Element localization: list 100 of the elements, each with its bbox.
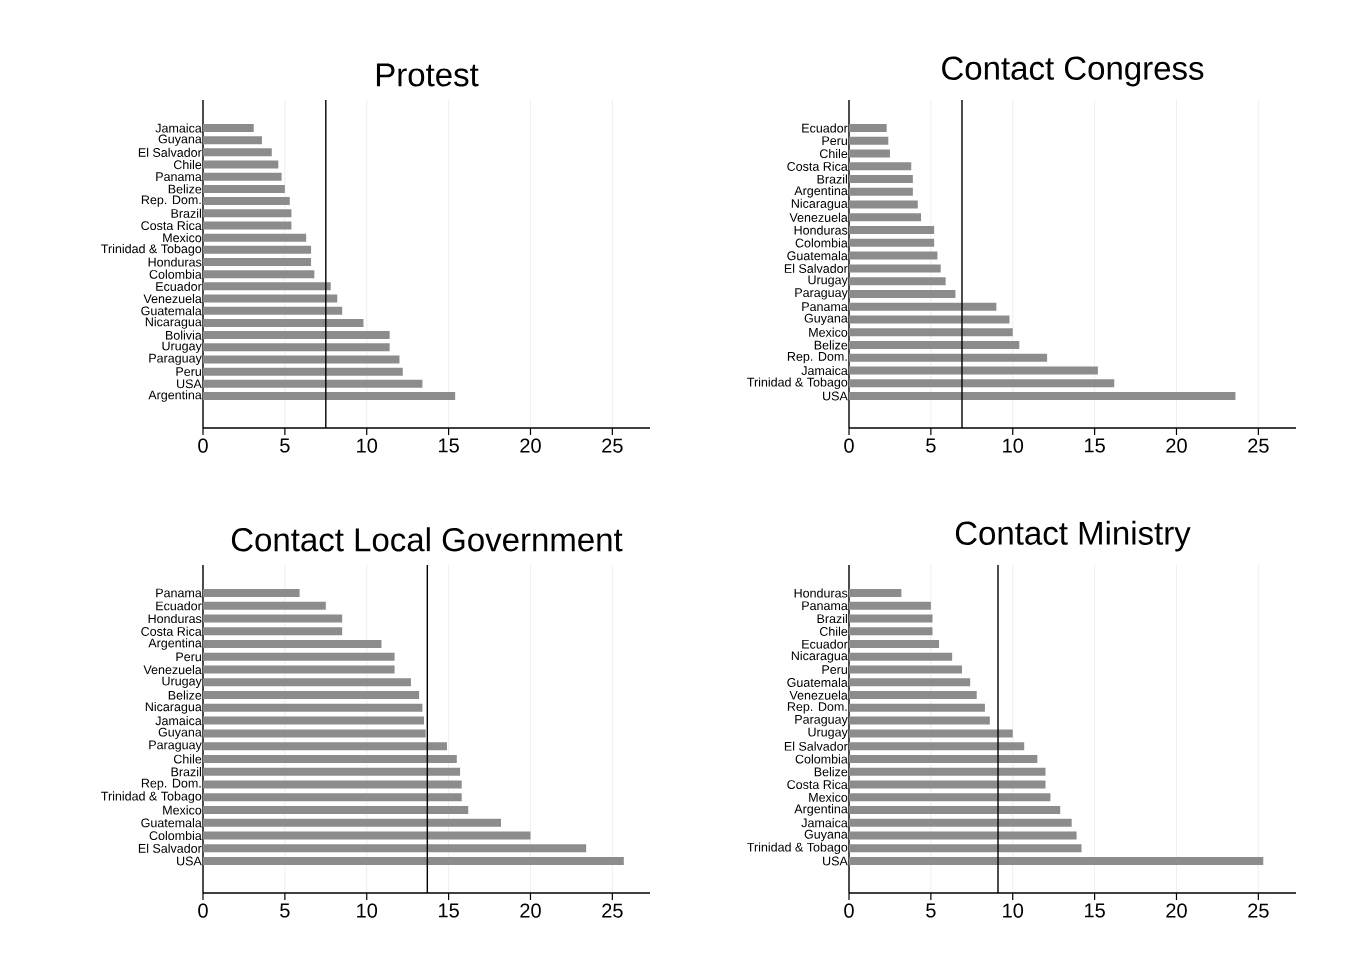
- y-tick-label: Paraguay: [795, 288, 848, 300]
- y-tick-label: Chile: [819, 626, 848, 636]
- bar: [203, 818, 501, 827]
- y-tick-label: Guatemala: [787, 677, 848, 687]
- bar: [203, 703, 423, 712]
- y-tick-label: Ecuador: [156, 281, 202, 291]
- bar: [203, 640, 382, 649]
- bar: [203, 318, 364, 327]
- bar: [849, 601, 931, 610]
- x-tick-label: 5: [926, 438, 936, 453]
- bar: [203, 221, 292, 230]
- bar: [203, 355, 400, 364]
- bar: [203, 601, 326, 610]
- y-tick-label: Colombia: [149, 269, 202, 279]
- y-tick-label: Rep. Dom.: [787, 702, 847, 714]
- bar: [203, 793, 462, 802]
- y-tick-label: Venezuela: [143, 293, 202, 304]
- x-tick-label: 25: [1248, 903, 1269, 918]
- bar: [849, 251, 938, 260]
- bar: [203, 172, 282, 181]
- bar: [203, 367, 403, 376]
- x-tick-label: 0: [844, 438, 854, 453]
- bar: [203, 233, 307, 242]
- bar: [203, 197, 290, 206]
- bar: [849, 780, 1046, 789]
- y-tick-label: Guyana: [804, 829, 848, 842]
- x-tick-label: 10: [357, 903, 378, 918]
- bar: [203, 729, 426, 738]
- bar: [203, 844, 587, 853]
- y-tick-label: El Salvador: [138, 147, 202, 157]
- chart-title: Contact Congress: [942, 56, 1204, 87]
- bar: [203, 258, 312, 266]
- bar: [203, 780, 462, 789]
- y-tick-label: Panama: [802, 302, 848, 312]
- bar: [203, 831, 531, 840]
- bar: [849, 703, 985, 712]
- y-tick-label: Costa Rica: [787, 779, 848, 790]
- bar: [849, 162, 912, 171]
- y-tick-label: Honduras: [794, 588, 848, 598]
- bar: [203, 184, 285, 193]
- bar: [849, 831, 1077, 840]
- y-tick-label: Costa Rica: [141, 626, 202, 636]
- bar: [203, 270, 315, 279]
- y-tick-label: Venezuela: [789, 690, 848, 700]
- bar: [849, 353, 1048, 362]
- y-tick-label: Colombia: [795, 238, 848, 248]
- bar: [849, 652, 953, 661]
- bar: [849, 640, 940, 649]
- y-tick-label: USA: [177, 856, 202, 866]
- y-tick-label: Mexico: [809, 792, 848, 802]
- bar: [849, 366, 1098, 375]
- bar: [203, 331, 390, 340]
- bar: [203, 627, 343, 636]
- y-tick-label: Chile: [819, 148, 848, 159]
- y-tick-label: Argentina: [794, 804, 848, 816]
- y-tick-label: USA: [823, 391, 848, 401]
- y-tick-label: Guatemala: [141, 306, 202, 316]
- bar: [203, 148, 272, 157]
- y-tick-label: Urugay: [162, 341, 202, 353]
- y-tick-label: Venezuela: [143, 664, 202, 675]
- bar: [203, 245, 312, 254]
- bar: [203, 306, 343, 315]
- bar: [849, 264, 941, 273]
- y-tick-label: Costa Rica: [141, 220, 202, 231]
- y-tick-label: Mexico: [163, 805, 202, 815]
- x-tick-label: 20: [1166, 438, 1187, 453]
- y-tick-label: Urugay: [808, 275, 848, 287]
- bar: [849, 857, 1264, 865]
- bar: [203, 652, 395, 661]
- x-tick-label: 25: [602, 438, 623, 453]
- y-tick-label: Belize: [814, 340, 848, 350]
- y-tick-label: Belize: [168, 690, 202, 700]
- bar: [203, 343, 390, 352]
- bar: [849, 392, 1236, 400]
- x-tick-label: 15: [1085, 903, 1105, 918]
- y-tick-label: Jamaica: [801, 818, 848, 828]
- bar: [203, 678, 411, 687]
- y-tick-label: Brazil: [817, 174, 847, 184]
- y-tick-label: Guyana: [158, 727, 202, 740]
- y-tick-label: Ecuador: [802, 639, 848, 649]
- y-tick-label: Venezuela: [789, 212, 848, 222]
- y-tick-label: Guyana: [804, 313, 848, 326]
- bar: [849, 136, 889, 145]
- bar: [203, 716, 425, 725]
- bar: [849, 226, 935, 235]
- chart-title: Contact Local Government: [231, 527, 623, 552]
- bar: [849, 187, 913, 196]
- y-tick-label: Bolivia: [166, 330, 202, 340]
- bar: [203, 160, 279, 169]
- y-tick-label: Ecuador: [802, 123, 848, 133]
- y-tick-label: El Salvador: [784, 741, 848, 751]
- x-tick-label: 15: [439, 438, 459, 453]
- x-tick-label: 10: [1003, 438, 1024, 453]
- bar: [849, 678, 971, 687]
- bar: [849, 379, 1115, 388]
- y-tick-label: USA: [177, 379, 202, 389]
- x-tick-label: 25: [602, 903, 623, 918]
- y-tick-label: Argentina: [148, 390, 202, 402]
- y-tick-label: Rep. Dom.: [141, 195, 201, 207]
- y-tick-label: Trinidad & Tobago: [747, 842, 848, 855]
